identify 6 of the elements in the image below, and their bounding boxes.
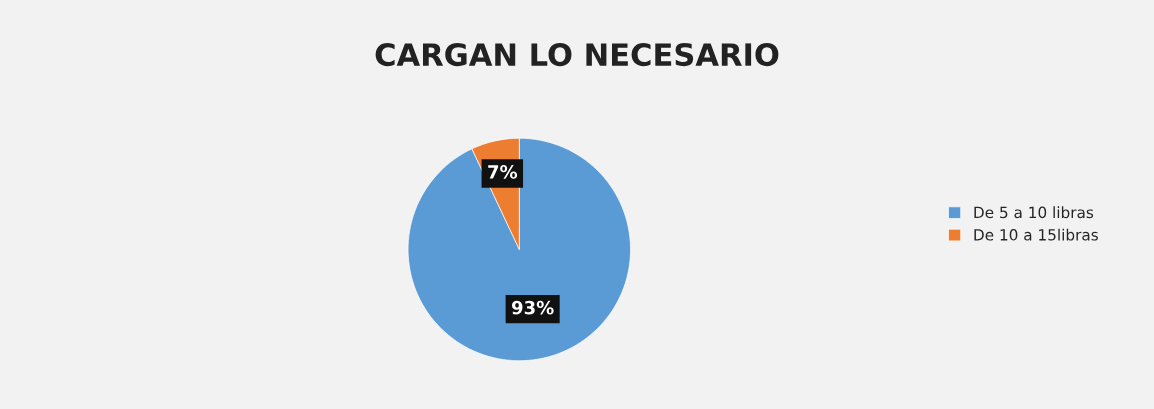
data-label: 93%: [511, 300, 554, 315]
chart-title: CARGAN LO NECESARIO: [375, 43, 779, 67]
legend-label: De 5 a 10 libras: [974, 206, 1094, 219]
pie-slice: [407, 137, 631, 362]
data-label: 7%: [488, 165, 518, 179]
legend-label: De 10 a 15libras: [974, 228, 1098, 241]
